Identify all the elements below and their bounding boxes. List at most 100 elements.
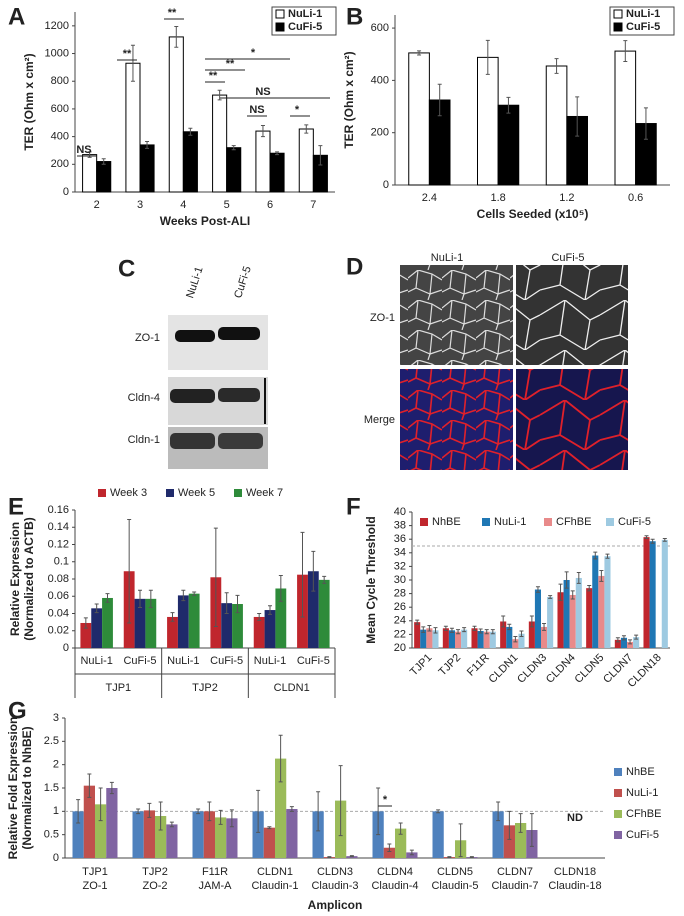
error-bar — [316, 791, 321, 832]
error-bar — [235, 594, 240, 614]
error-bar — [213, 527, 218, 627]
y-tick-label: 40 — [394, 506, 406, 518]
x-tick-sublabel: Claudin-18 — [548, 880, 601, 892]
bar — [633, 637, 640, 648]
y-tick-label: 600 — [51, 103, 69, 115]
bar — [414, 622, 421, 648]
x-tick-label: CuFi-5 — [123, 655, 156, 667]
annotation: NS — [255, 86, 270, 98]
bar — [177, 595, 189, 648]
error-bar — [170, 612, 175, 622]
x-tick-sublabel: ZO-1 — [82, 880, 107, 892]
panel-letter: B — [346, 3, 363, 30]
error-bar — [207, 801, 212, 822]
error-bar — [615, 637, 620, 643]
error-bar — [260, 125, 265, 138]
legend-swatch — [613, 22, 623, 32]
bar — [252, 811, 264, 858]
y-tick-label: 400 — [51, 131, 69, 143]
x-tick-label: 3 — [137, 199, 143, 211]
y-axis-title: TER (Ohm x cm²) — [342, 51, 356, 148]
error-bar — [87, 773, 92, 798]
error-bar — [267, 826, 272, 830]
error-bar — [643, 107, 648, 140]
bar — [95, 804, 107, 858]
x-tick-label: CLDN1 — [487, 652, 521, 686]
x-tick-label: F11R — [202, 866, 228, 878]
error-bar — [76, 799, 81, 824]
legend-swatch — [98, 489, 106, 497]
x-axis-title: Weeks Post-ALI — [160, 214, 250, 228]
error-bar — [447, 856, 452, 859]
error-bar — [564, 571, 569, 589]
error-bar — [587, 584, 592, 592]
error-bar — [338, 765, 343, 837]
error-bar — [94, 603, 99, 614]
bar — [106, 788, 118, 858]
error-bar — [83, 617, 88, 629]
bar — [477, 56, 499, 186]
error-bar — [496, 801, 501, 822]
column-label: CuFi-5 — [551, 252, 584, 264]
y-tick-label: 600 — [371, 22, 389, 34]
bar — [155, 816, 167, 858]
bar — [432, 630, 439, 648]
y-tick-label: 26 — [394, 601, 406, 613]
y-tick-label: 34 — [394, 547, 406, 559]
y-tick-label: 32 — [394, 560, 406, 572]
y-tick-label: 24 — [394, 615, 406, 627]
legend-swatch — [544, 518, 552, 526]
bar — [557, 592, 564, 648]
x-tick-label: NuLi-1 — [80, 655, 112, 667]
legend-label: NhBE — [626, 766, 655, 778]
legend-swatch — [614, 810, 622, 818]
panel-letter: F — [346, 493, 361, 520]
bar — [307, 571, 319, 648]
error-bar — [623, 40, 628, 63]
error-bar — [513, 635, 518, 643]
bar — [442, 628, 449, 648]
error-bar — [501, 615, 506, 628]
bar — [547, 597, 554, 648]
legend-label: CuFi-5 — [618, 516, 651, 528]
bar — [528, 621, 535, 648]
group-label: TJP2 — [192, 682, 218, 694]
annotation: * — [295, 104, 300, 116]
bar — [604, 556, 611, 648]
y-axis-title: Mean Cycle Threshold — [364, 516, 378, 643]
x-tick-label: CLDN3 — [515, 652, 549, 686]
x-tick-label: CLDN7 — [497, 866, 533, 878]
x-axis-title: Amplicon — [308, 898, 363, 912]
bar — [432, 811, 444, 858]
y-tick-label: 800 — [51, 75, 69, 87]
legend-label: NuLi-1 — [626, 8, 660, 20]
error-bar — [593, 551, 598, 560]
error-bar — [257, 613, 262, 621]
legend-swatch — [606, 518, 614, 526]
error-bar — [507, 623, 512, 631]
panel-letter: D — [346, 253, 363, 280]
legend-label: Week 7 — [246, 487, 283, 499]
error-bar — [421, 626, 426, 633]
error-bar — [322, 575, 327, 584]
bar — [471, 628, 478, 648]
group-label: TJP1 — [105, 682, 131, 694]
error-bar — [278, 734, 283, 783]
lane-label: CuFi-5 — [232, 265, 254, 300]
error-bar — [485, 39, 490, 75]
bar — [563, 580, 570, 648]
error-bar — [289, 806, 294, 812]
error-bar — [570, 590, 575, 600]
bar — [426, 628, 433, 648]
group-label: CLDN1 — [274, 682, 310, 694]
bar — [166, 824, 178, 858]
error-bar — [224, 592, 229, 614]
x-tick-label: TJP2 — [142, 866, 168, 878]
legend-label: CuFi-5 — [288, 21, 322, 33]
y-tick-label: 0 — [63, 186, 69, 198]
error-bar — [458, 823, 463, 858]
annotation: ** — [123, 48, 132, 60]
error-bar — [478, 628, 483, 634]
y-tick-label: 0.14 — [48, 521, 69, 533]
bar — [188, 593, 200, 648]
